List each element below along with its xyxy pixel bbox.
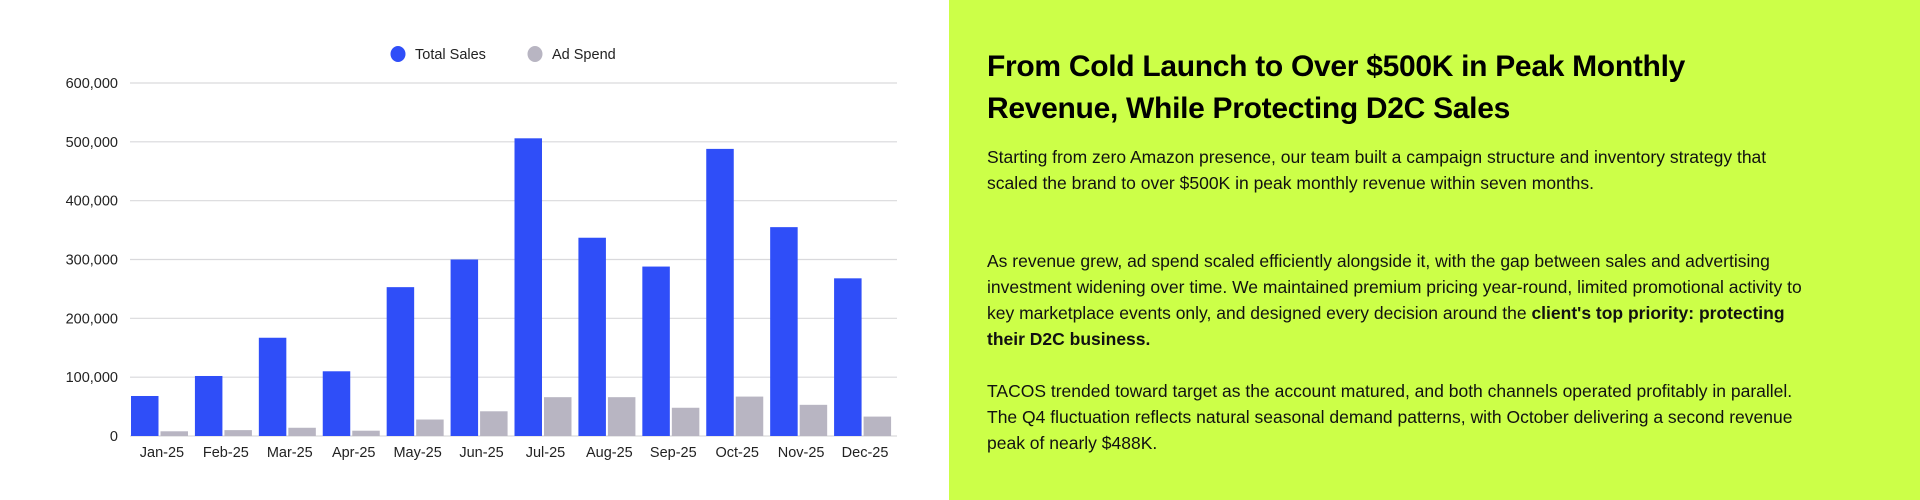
x-tick-label: Jan-25 <box>140 445 184 461</box>
paragraph-launch: Starting from zero Amazon presence, our … <box>987 147 1767 193</box>
bar-total-sales <box>194 375 223 436</box>
paragraph-tacos: TACOS trended toward target as the accou… <box>987 381 1793 453</box>
bar-ad-spend <box>671 407 700 436</box>
bar-total-sales <box>578 237 606 436</box>
bar-total-sales <box>450 259 479 436</box>
legend-label: Total Sales <box>415 47 486 63</box>
bar-total-sales <box>642 266 670 436</box>
bar-ad-spend <box>352 430 380 436</box>
x-tick-label: Jun-25 <box>459 445 503 461</box>
bar-ad-spend <box>799 404 828 436</box>
legend-marker-ad-spend <box>527 46 543 62</box>
bar-total-sales <box>386 287 415 436</box>
x-tick-label: Jul-25 <box>526 445 566 461</box>
bar-total-sales <box>258 337 287 436</box>
bar-ad-spend <box>863 416 892 436</box>
paragraph-adspend-text: As revenue grew, ad spend scaled efficie… <box>987 251 1802 323</box>
bar-total-sales <box>834 278 862 436</box>
y-tick-label: 600,000 <box>66 76 118 92</box>
x-tick-label: Apr-25 <box>332 445 376 461</box>
bar-total-sales <box>514 138 542 436</box>
x-tick-label: Sep-25 <box>650 445 697 461</box>
paragraph-adspend-emphasis: client's top priority: protecting their … <box>987 303 1785 349</box>
x-tick-label: Oct-25 <box>715 445 759 461</box>
bar-ad-spend <box>544 397 572 436</box>
paragraph-adspend: As revenue grew, ad spend scaled efficie… <box>987 248 1807 352</box>
x-tick-label: Aug-25 <box>586 445 633 461</box>
y-tick-label: 200,000 <box>66 311 118 327</box>
x-tick-label: May-25 <box>393 445 441 461</box>
x-tick-label: Mar-25 <box>267 445 313 461</box>
bar-ad-spend <box>416 419 444 436</box>
y-tick-label: 0 <box>110 429 118 445</box>
bar-ad-spend <box>480 411 508 436</box>
summary-panel: From Cold Launch to Over $500K in Peak M… <box>949 0 1920 500</box>
y-tick-label: 100,000 <box>66 370 118 386</box>
y-tick-label: 500,000 <box>66 135 118 151</box>
bar-total-sales <box>706 148 734 437</box>
bar-ad-spend <box>735 396 764 436</box>
bar-total-sales <box>131 395 159 436</box>
sales-vs-adspend-chart: 0 100,000 200,000 300,000 400,000 500,000 600,… <box>66 46 897 461</box>
x-tick-label: Dec-25 <box>842 445 889 461</box>
bar-ad-spend <box>224 430 252 436</box>
y-tick-label: 300,000 <box>66 253 118 269</box>
bar-ad-spend <box>160 431 188 436</box>
bar-total-sales <box>770 227 798 436</box>
panel-title: From Cold Launch to Over $500K in Peak M… <box>987 50 1685 125</box>
legend-label: Ad Spend <box>552 47 616 63</box>
legend-marker-total-sales <box>390 46 406 62</box>
x-tick-label: Feb-25 <box>203 445 249 461</box>
bar-total-sales <box>322 371 351 436</box>
y-tick-label: 400,000 <box>66 194 118 210</box>
x-tick-label: Nov-25 <box>778 445 825 461</box>
bar-ad-spend <box>607 397 636 436</box>
bar-ad-spend <box>288 427 316 436</box>
